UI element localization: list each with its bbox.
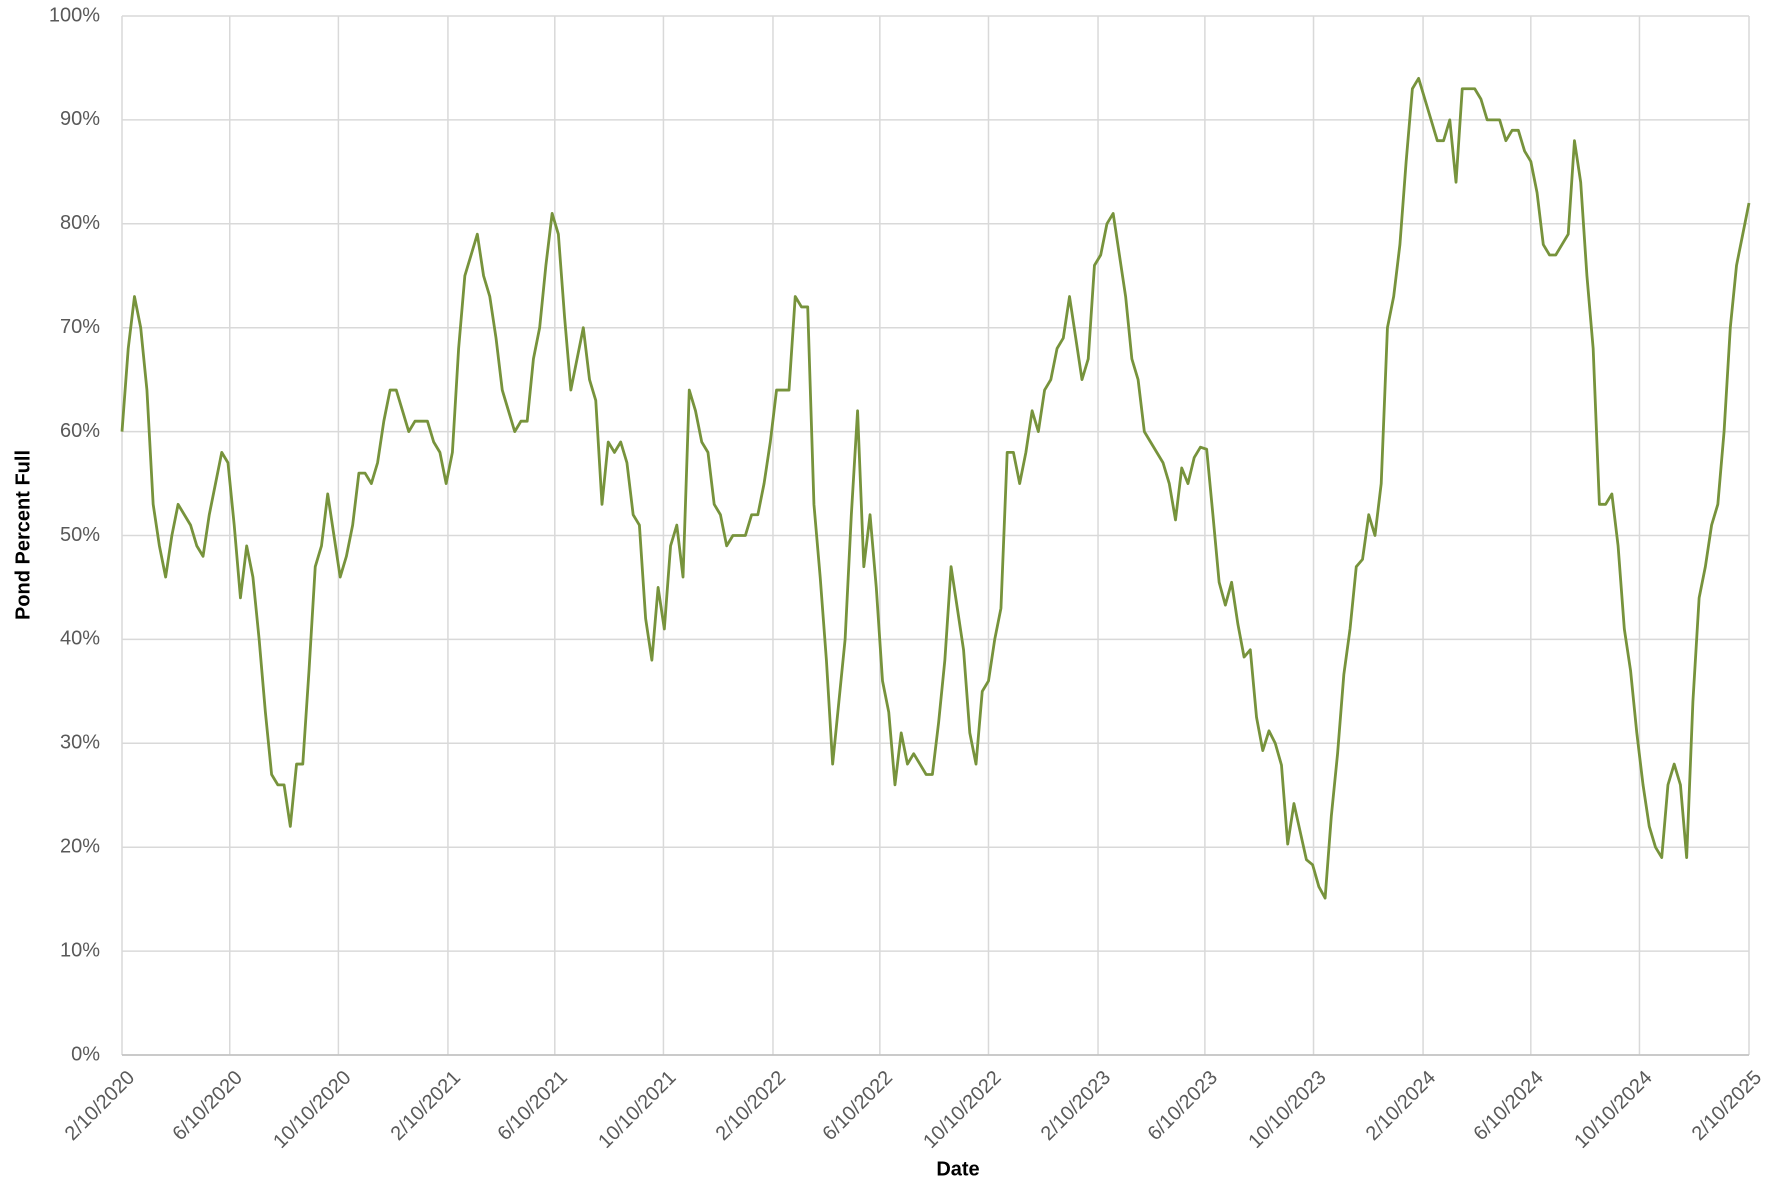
x-tick-label: 6/10/2022	[819, 1067, 897, 1145]
x-tick-label: 2/10/2024	[1362, 1067, 1440, 1145]
y-tick-label: 80%	[60, 212, 100, 234]
y-tick-label: 70%	[60, 316, 100, 338]
x-tick-label: 2/10/2021	[387, 1067, 465, 1145]
x-tick-label: 6/10/2021	[493, 1067, 571, 1145]
y-tick-label: 90%	[60, 108, 100, 130]
y-tick-label: 100%	[49, 4, 100, 26]
x-tick-label: 10/10/2022	[919, 1067, 1005, 1153]
y-tick-label: 50%	[60, 524, 100, 546]
y-tick-label: 30%	[60, 732, 100, 754]
x-tick-label: 6/10/2023	[1144, 1067, 1222, 1145]
x-tick-label: 6/10/2024	[1469, 1067, 1547, 1145]
data-line	[120, 76, 1751, 900]
x-tick-label: 10/10/2023	[1244, 1067, 1330, 1153]
y-tick-label: 40%	[60, 628, 100, 650]
x-tick-label: 6/10/2020	[168, 1067, 246, 1145]
y-tick-label: 10%	[60, 939, 100, 961]
y-tick-label: 0%	[71, 1043, 100, 1065]
x-tick-label: 2/10/2023	[1037, 1067, 1115, 1145]
x-tick-label: 10/10/2020	[269, 1067, 355, 1153]
x-tick-label: 10/10/2024	[1570, 1067, 1656, 1153]
y-tick-label: 60%	[60, 420, 100, 442]
y-tick-label: 20%	[60, 835, 100, 857]
y-axis-title: Pond Percent Full	[12, 450, 34, 620]
x-tick-label: 2/10/2020	[61, 1067, 139, 1145]
x-axis-title: Date	[936, 1158, 979, 1180]
x-tick-label: 2/10/2022	[712, 1067, 790, 1145]
x-tick-label: 10/10/2021	[594, 1067, 680, 1153]
x-tick-label: 2/10/2025	[1688, 1067, 1766, 1145]
